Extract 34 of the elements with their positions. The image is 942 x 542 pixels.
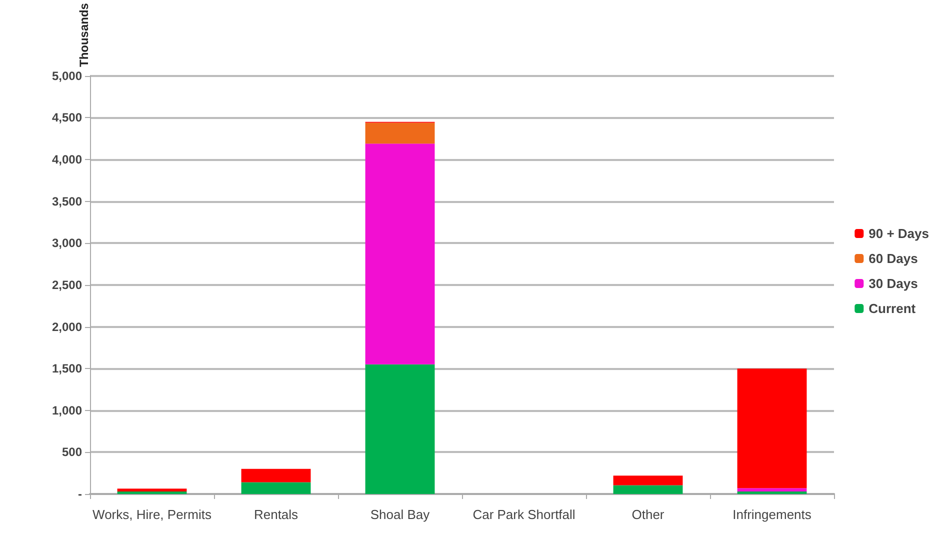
legend-label: 60 Days [868, 251, 918, 266]
bar [365, 364, 435, 494]
x-tick-label: Other [632, 507, 665, 522]
bar [613, 485, 683, 494]
x-tick-label: Infringements [732, 507, 812, 522]
bar [117, 488, 187, 492]
legend-label: 30 Days [868, 276, 918, 291]
bar [241, 468, 311, 482]
y-tick-label: 4,500 [52, 110, 82, 125]
bar [365, 122, 435, 144]
bar [241, 482, 311, 494]
y-tick-label: 2,000 [52, 320, 82, 334]
y-tick-label: 3,500 [52, 194, 82, 208]
bar [117, 491, 187, 494]
x-tick-label: Car Park Shortfall [472, 507, 576, 522]
x-tick-label: Rentals [254, 507, 299, 522]
y-tick-label: 1,000 [52, 403, 82, 418]
y-tick-label: 2,500 [52, 278, 82, 292]
bar [737, 491, 807, 494]
legend-label: 90 + Days [868, 226, 930, 241]
y-axis-title: Thousands [77, 2, 91, 68]
bar [737, 368, 807, 488]
y-tick-label: 4,000 [52, 152, 82, 167]
y-tick-label: 500 [62, 445, 82, 460]
legend-label: Current [868, 301, 916, 316]
y-tick-label: 3,000 [52, 236, 82, 250]
x-tick-label: Shoal Bay [370, 507, 430, 522]
bar [365, 144, 435, 364]
bar [737, 488, 807, 492]
x-tick-label: Works, Hire, Permits [92, 507, 212, 522]
y-tick-label: - [78, 487, 82, 501]
bar [613, 476, 683, 486]
y-tick-label: 1,500 [52, 362, 82, 376]
y-tick-label: 5,000 [52, 68, 82, 83]
